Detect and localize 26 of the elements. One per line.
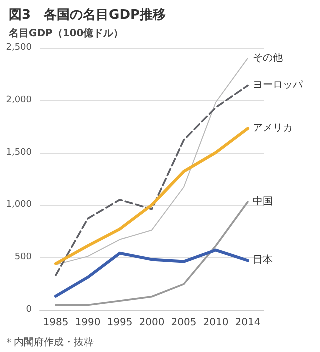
- series-label: 中国: [253, 196, 273, 208]
- x-tick-label: 1985: [43, 318, 69, 328]
- chart-title: 図3 各国の名目GDP推移: [9, 8, 166, 23]
- series-label: その他: [253, 52, 283, 64]
- series-label: ヨーロッパ: [253, 80, 304, 92]
- x-tick-label: 1990: [75, 318, 101, 328]
- x-tick-label: 1995: [107, 318, 133, 328]
- y-tick-label: 500: [14, 252, 32, 263]
- y-axis-title: 名目GDP（100億ドル）: [8, 28, 124, 40]
- y-tick-label: 2,500: [6, 43, 32, 53]
- y-tick-label: 2,000: [6, 95, 32, 106]
- line-series: [56, 58, 248, 266]
- y-tick-label: 0: [26, 305, 32, 315]
- x-tick-label: 2010: [203, 318, 229, 328]
- x-tick-label: 2000: [139, 318, 165, 328]
- line-series: [55, 201, 249, 306]
- x-tick-label: 2005: [171, 318, 197, 328]
- series-label: アメリカ: [253, 123, 293, 134]
- y-tick-label: 1,500: [6, 148, 32, 158]
- text: ＊内閣府作成・抜粋: [4, 336, 94, 348]
- line-series: [54, 127, 250, 266]
- y-tick-label: 1,000: [6, 200, 32, 210]
- x-tick-label: 2014: [235, 318, 261, 328]
- line-series: [54, 248, 250, 298]
- series-label: 日本: [253, 254, 273, 266]
- line-series: [55, 84, 249, 276]
